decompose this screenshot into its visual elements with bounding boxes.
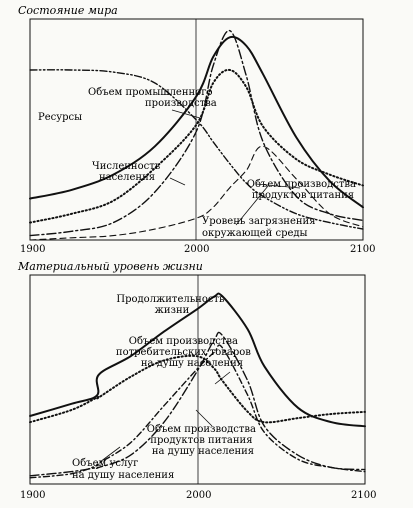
label-resources: Ресурсы (38, 112, 82, 123)
top-series-group (29, 30, 364, 241)
bottom-tick-2000: 2000 (186, 490, 211, 501)
top-line-1-объем-промышленного-производства (29, 30, 364, 237)
top-line-3-численность-населения (29, 35, 364, 209)
top-chart-title: Состояние мира (18, 4, 118, 17)
bottom-series-group (29, 292, 366, 479)
label-life: Продолжительность жизни (116, 294, 227, 316)
top-tick-2000: 2000 (184, 244, 209, 255)
leader-food (255, 183, 301, 189)
top-plot-frame (29, 18, 364, 241)
label-food: Объем производства продуктов питания (247, 179, 359, 201)
top-line-2-ресурсы (29, 69, 364, 230)
bottom-panel: Материальный уровень жизни 1900 2000 210… (17, 260, 376, 501)
label-population: Численность населения (92, 161, 163, 183)
bottom-line-3-объем-производства-продуктов-питания-на- (29, 354, 366, 424)
top-tick-1900: 1900 (20, 244, 45, 255)
leader-industry (171, 109, 201, 119)
leader-food-per-capita (195, 409, 213, 427)
leader-pollution (235, 185, 269, 226)
label-industry: Объем промышленного производства (88, 87, 217, 109)
label-goods: Объем производства потребительских товар… (116, 336, 254, 369)
bottom-line-4-объем-услуг-на-душу-населения (29, 344, 366, 479)
leader-goods (214, 371, 231, 385)
label-food-per-capita: Объем производства продуктов питания на … (147, 424, 259, 457)
bottom-tick-2100: 2100 (351, 490, 376, 501)
leader-services (99, 446, 121, 463)
label-services: Объем услуг на душу населения (72, 458, 174, 481)
leader-population (169, 177, 186, 186)
top-panel: Состояние мира 1900 2000 2100 Объем пром… (18, 4, 375, 255)
bottom-line-2-объем-производства-потребительских-товар (29, 331, 366, 477)
top-line-5-уровень-загрязнения-окружающей-среды (29, 145, 364, 241)
bottom-tick-1900: 1900 (20, 490, 45, 501)
bottom-chart-title: Материальный уровень жизни (17, 260, 203, 273)
top-line-4-объем-производства-продуктов-питания (29, 68, 364, 224)
bottom-plot-frame (29, 274, 366, 485)
label-pollution: Уровень загрязнения окружающей среды (202, 216, 319, 239)
bottom-line-1-продолжительность-жизни (29, 292, 366, 428)
top-tick-2100: 2100 (350, 244, 375, 255)
